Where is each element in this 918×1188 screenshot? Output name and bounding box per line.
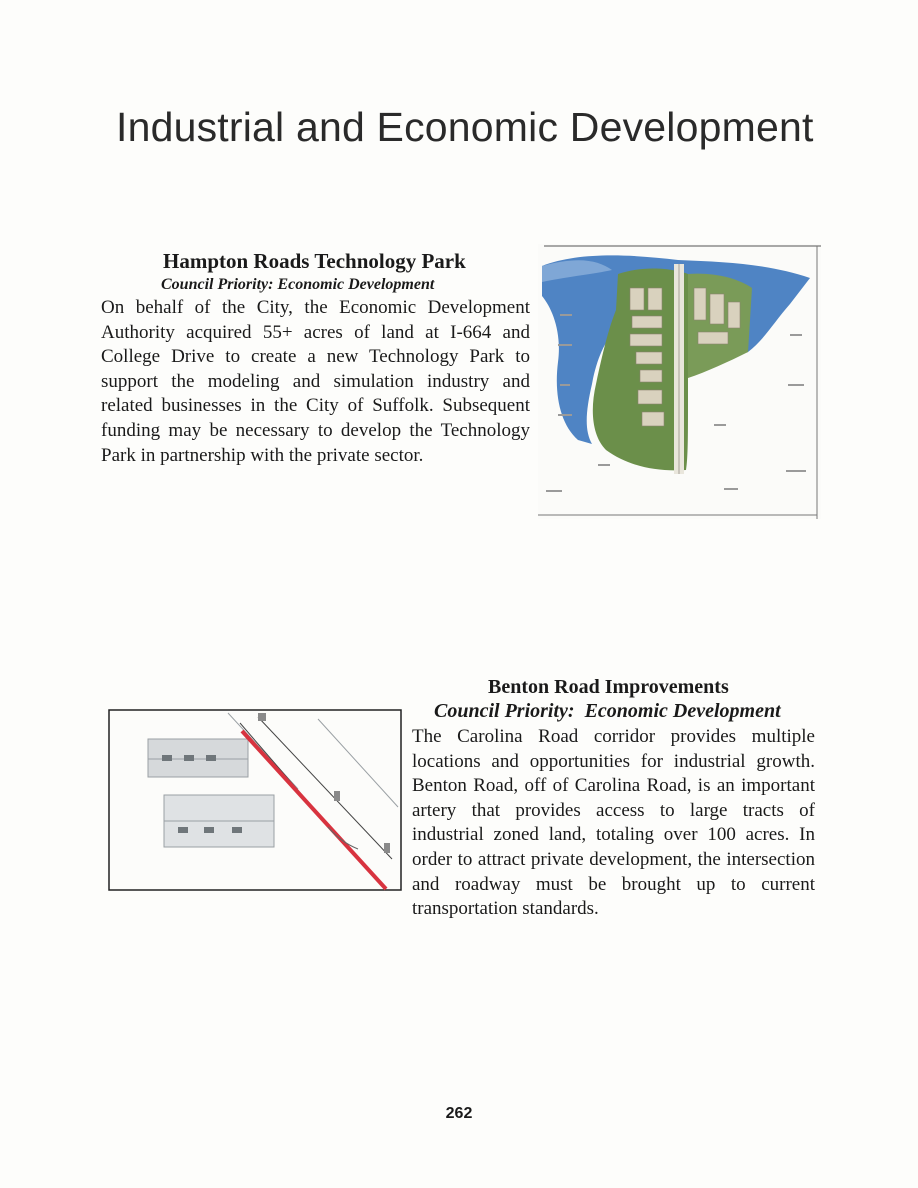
page-number: 262 <box>445 1105 473 1122</box>
section-heading: Benton Road Improvements <box>488 676 729 698</box>
council-priority: Council Priority: Economic Development <box>434 700 781 722</box>
section-body: The Carolina Road corridor provides mult… <box>412 726 815 920</box>
council-priority: Council Priority: Economic Development <box>161 276 435 293</box>
site-plan-map-icon <box>538 244 821 519</box>
section-body: On behalf of the City, the Economic Deve… <box>101 297 530 466</box>
road-plan-diagram-icon <box>108 709 402 891</box>
page-title: Industrial and Economic Development <box>116 104 814 150</box>
section-heading: Hampton Roads Technology Park <box>163 249 466 273</box>
